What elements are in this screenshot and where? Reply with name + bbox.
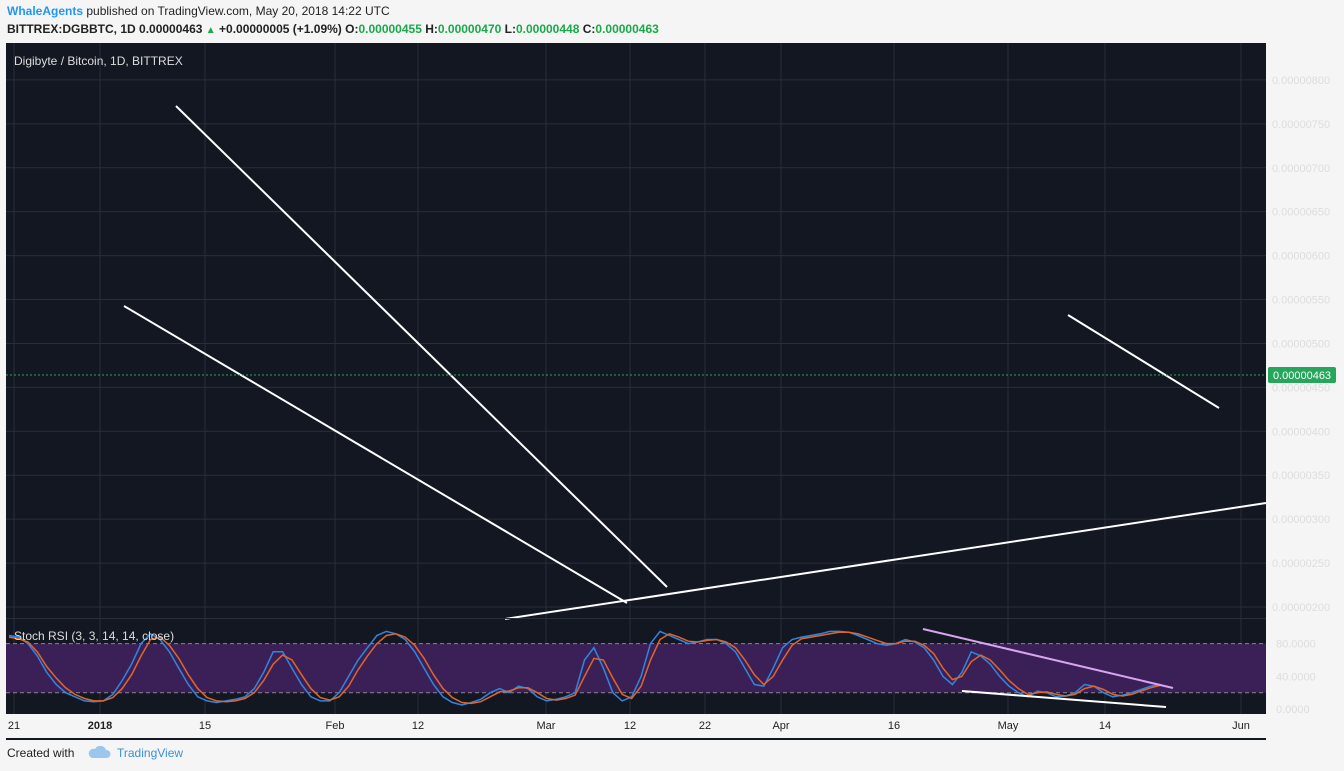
time-axis[interactable]: 21 2018 15 Feb 12 Mar 12 22 Apr 16 May 14 Jun <box>6 714 1266 738</box>
trendline-lower-wedge <box>123 305 628 604</box>
chart-area[interactable]: 0.00000800 0.00000750 0.00000700 0.00000650… <box>0 42 1344 740</box>
time-tick-0: 21 <box>8 720 20 732</box>
publisher-line: WhaleAgents published on TradingView.com… <box>7 4 390 18</box>
pane-separator <box>6 618 1266 619</box>
price-change: +0.00000005 (+1.09%) <box>219 22 342 36</box>
rsi-k-line <box>8 630 1161 706</box>
open-value: 0.00000455 <box>358 22 422 36</box>
time-tick-2: 15 <box>199 720 211 732</box>
price-tick-3: 0.00000650 <box>1272 207 1330 219</box>
stoch-rsi-pane <box>6 628 1266 708</box>
cloud-icon <box>88 745 111 758</box>
price-tick-11: 0.00000250 <box>1272 558 1330 570</box>
rsi-axis[interactable]: 80.0000 40.0000 0.0000 <box>1276 639 1316 716</box>
time-tick-4: 12 <box>412 720 424 732</box>
time-tick-11: 14 <box>1099 720 1111 732</box>
last-price-tag: 0.00000463 <box>1268 367 1336 383</box>
chart-header: WhaleAgents published on TradingView.com… <box>0 0 1344 42</box>
price-tick-9: 0.00000350 <box>1272 470 1330 482</box>
price-tick-12: 0.00000200 <box>1272 602 1330 614</box>
grid <box>6 43 1266 714</box>
time-tick-1: 2018 <box>88 720 112 732</box>
rsi-band <box>6 643 1266 693</box>
rsi-d-line <box>8 631 1161 705</box>
low-value: 0.00000448 <box>515 22 580 36</box>
price-tick-5: 0.00000550 <box>1272 295 1330 307</box>
last-price-tag-text: 0.00000463 <box>1273 370 1331 382</box>
trendlines <box>123 105 1267 620</box>
price-axis[interactable]: 0.00000800 0.00000750 0.00000700 0.00000650… <box>1272 75 1330 614</box>
symbol-name[interactable]: BITTREX:DGBBTC, 1D <box>7 22 136 36</box>
price-tick-8: 0.00000400 <box>1272 426 1330 438</box>
rsi-tick-1: 40.0000 <box>1276 671 1316 683</box>
time-tick-7: 22 <box>699 720 711 732</box>
time-tick-5: Mar <box>537 720 556 732</box>
time-tick-3: Feb <box>326 720 345 732</box>
rsi-trendline-upper <box>922 628 1174 689</box>
time-tick-10: May <box>998 720 1019 732</box>
price-tick-2: 0.00000700 <box>1272 163 1330 175</box>
rsi-trendline-lower <box>961 690 1167 708</box>
rsi-tick-2: 0.0000 <box>1276 704 1310 716</box>
price-tick-4: 0.00000600 <box>1272 251 1330 263</box>
price-tick-0: 0.00000800 <box>1272 75 1330 87</box>
published-text: published on TradingView.com, May 20, 20… <box>83 4 390 18</box>
time-axis-bg <box>6 714 1266 738</box>
footer-created-text: Created with <box>7 746 75 760</box>
last-price: 0.00000463 <box>139 22 203 36</box>
time-tick-12: Jun <box>1232 720 1250 732</box>
footer: Created with TradingView <box>0 740 1344 771</box>
price-tick-7: 0.00000450 <box>1272 382 1330 394</box>
time-tick-9: 16 <box>888 720 900 732</box>
price-tick-10: 0.00000300 <box>1272 514 1330 526</box>
price-tick-1: 0.00000750 <box>1272 119 1330 131</box>
main-chart-title: Digibyte / Bitcoin, 1D, BITTREX <box>14 54 183 68</box>
author-link[interactable]: WhaleAgents <box>7 4 84 18</box>
footer-brand-link[interactable]: TradingView <box>117 746 184 760</box>
close-label: C: <box>582 22 596 36</box>
trendline-recent-resistance <box>1067 314 1220 409</box>
time-tick-8: Apr <box>772 720 789 732</box>
time-tick-6: 12 <box>624 720 636 732</box>
high-value: 0.00000470 <box>437 22 502 36</box>
rsi-tick-0: 80.0000 <box>1276 639 1316 651</box>
up-arrow-icon: ▲ <box>205 25 216 36</box>
chart-background <box>6 43 1266 740</box>
rsi-title: Stoch RSI (3, 3, 14, 14, close) <box>14 629 174 643</box>
low-label: L: <box>504 22 516 36</box>
trendline-support-rising <box>504 502 1267 620</box>
trendline-upper-wedge <box>175 105 668 588</box>
symbol-line: BITTREX:DGBBTC, 1D 0.00000463 ▲ +0.00000… <box>7 22 659 36</box>
open-label: O: <box>345 22 359 36</box>
price-tick-6: 0.00000500 <box>1272 338 1330 350</box>
high-label: H: <box>425 22 438 36</box>
close-value: 0.00000463 <box>595 22 659 36</box>
